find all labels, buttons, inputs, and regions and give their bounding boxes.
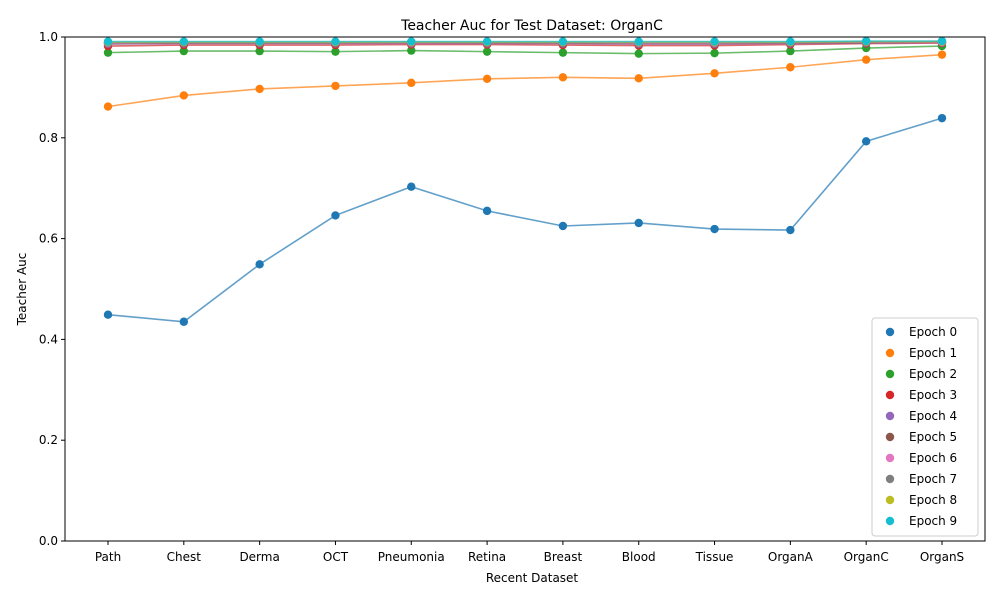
plot-frame <box>64 36 986 542</box>
legend-marker <box>885 495 895 505</box>
legend-label: Epoch 6 <box>909 451 957 465</box>
y-tick-label: 0.6 <box>39 232 58 246</box>
data-point-epoch-1 <box>786 63 795 72</box>
plot-area: 0.0 0.2 0.4 0.6 0.8 1.0 Path Chest Derma OCT Pneum… <box>39 30 986 564</box>
legend-marker <box>885 516 895 526</box>
series-line-epoch-0 <box>107 117 943 323</box>
legend-label: Epoch 3 <box>909 388 957 402</box>
legend-marker <box>885 369 895 379</box>
data-point-epoch-0 <box>331 211 340 220</box>
data-point-epoch-0 <box>103 310 113 319</box>
data-point-epoch-0 <box>558 221 568 231</box>
x-tick-label: Path <box>95 550 121 564</box>
legend-label: Epoch 7 <box>909 472 957 486</box>
data-point-epoch-0 <box>861 137 871 146</box>
x-tick-label: OrganA <box>768 550 814 564</box>
y-tick-label: 0.2 <box>39 433 58 447</box>
data-point-epoch-2 <box>103 48 113 57</box>
x-tick-label: Retina <box>468 550 506 564</box>
legend-label: Epoch 2 <box>909 367 957 381</box>
series-line-epoch-1 <box>107 53 943 108</box>
data-point-epoch-2 <box>634 49 643 58</box>
y-axis-title: Teacher Auc <box>15 253 29 327</box>
legend-marker <box>885 390 895 400</box>
data-point-epoch-9 <box>937 36 947 46</box>
x-tick-label: Pneumonia <box>378 550 445 564</box>
legend-label: Epoch 4 <box>909 409 957 423</box>
data-point-epoch-0 <box>937 113 947 123</box>
data-point-epoch-1 <box>634 74 643 83</box>
data-point-epoch-1 <box>710 69 719 78</box>
data-point-epoch-1 <box>179 91 189 100</box>
data-point-epoch-0 <box>179 317 189 326</box>
legend-marker <box>885 348 895 358</box>
legend-label: Epoch 5 <box>909 430 957 444</box>
legend-marker <box>885 327 895 337</box>
data-point-epoch-0 <box>482 206 492 216</box>
x-tick-label: Tissue <box>695 550 734 564</box>
x-tick-label: Derma <box>239 550 279 564</box>
x-axis-title: Recent Dataset <box>486 571 579 585</box>
x-tick-label: OrganC <box>844 550 889 564</box>
data-point-epoch-2 <box>255 46 264 56</box>
data-point-epoch-2 <box>482 47 492 56</box>
data-point-epoch-2 <box>558 48 568 57</box>
legend-label: Epoch 1 <box>909 346 957 360</box>
legend-marker <box>885 432 895 442</box>
series-line-epoch-3 <box>107 42 943 47</box>
legend-box <box>871 317 979 537</box>
x-tick-label: OCT <box>323 550 349 564</box>
data-point-epoch-0 <box>634 218 643 228</box>
legend-marker <box>885 453 895 463</box>
data-point-epoch-9 <box>710 37 719 46</box>
data-point-epoch-1 <box>558 73 568 82</box>
y-tick-label: 1.0 <box>39 30 58 44</box>
data-point-epoch-9 <box>634 37 643 46</box>
data-point-epoch-1 <box>482 74 492 84</box>
legend-marker <box>885 411 895 421</box>
data-point-epoch-9 <box>407 37 416 46</box>
legend: Epoch 0 Epoch 1 Epoch 2 Epoch 3 Epoch 4 Epoch… <box>871 317 979 537</box>
x-tick-label: Chest <box>167 550 202 564</box>
legend-label: Epoch 0 <box>909 325 957 339</box>
data-point-epoch-9 <box>103 37 113 46</box>
x-tick-label: OrganS <box>920 550 964 564</box>
data-point-epoch-0 <box>710 224 719 234</box>
data-point-epoch-1 <box>103 102 113 111</box>
data-point-epoch-0 <box>407 182 416 191</box>
data-point-epoch-2 <box>179 46 189 56</box>
legend-marker <box>885 474 895 484</box>
x-tick-label: Breast <box>544 550 583 564</box>
data-point-epoch-9 <box>482 37 492 46</box>
y-tick-label: 0.0 <box>39 534 58 548</box>
data-point-epoch-2 <box>786 46 795 56</box>
y-tick-label: 0.4 <box>39 332 58 346</box>
x-tick-label: Blood <box>622 550 656 564</box>
data-point-epoch-9 <box>558 37 568 46</box>
data-point-epoch-9 <box>786 37 795 46</box>
data-point-epoch-9 <box>255 37 264 46</box>
data-point-epoch-2 <box>710 48 719 58</box>
data-point-epoch-1 <box>861 55 871 64</box>
data-point-epoch-0 <box>255 260 264 269</box>
data-point-epoch-1 <box>407 78 416 88</box>
data-point-epoch-9 <box>861 36 871 46</box>
data-point-epoch-0 <box>786 225 795 235</box>
data-point-epoch-9 <box>179 37 189 46</box>
data-point-epoch-2 <box>331 47 340 56</box>
legend-label: Epoch 9 <box>909 514 957 528</box>
data-point-epoch-2 <box>407 46 416 55</box>
data-point-epoch-1 <box>331 81 340 91</box>
chart-title: Teacher Auc for Test Dataset: OrganC <box>400 18 663 34</box>
y-tick-label: 0.8 <box>39 131 58 145</box>
series-line-epoch-2 <box>107 45 943 55</box>
data-point-epoch-1 <box>255 84 264 94</box>
data-point-epoch-9 <box>331 37 340 46</box>
data-point-epoch-1 <box>937 50 947 59</box>
legend-label: Epoch 8 <box>909 493 957 507</box>
series-line-epoch-9 <box>108 40 942 43</box>
